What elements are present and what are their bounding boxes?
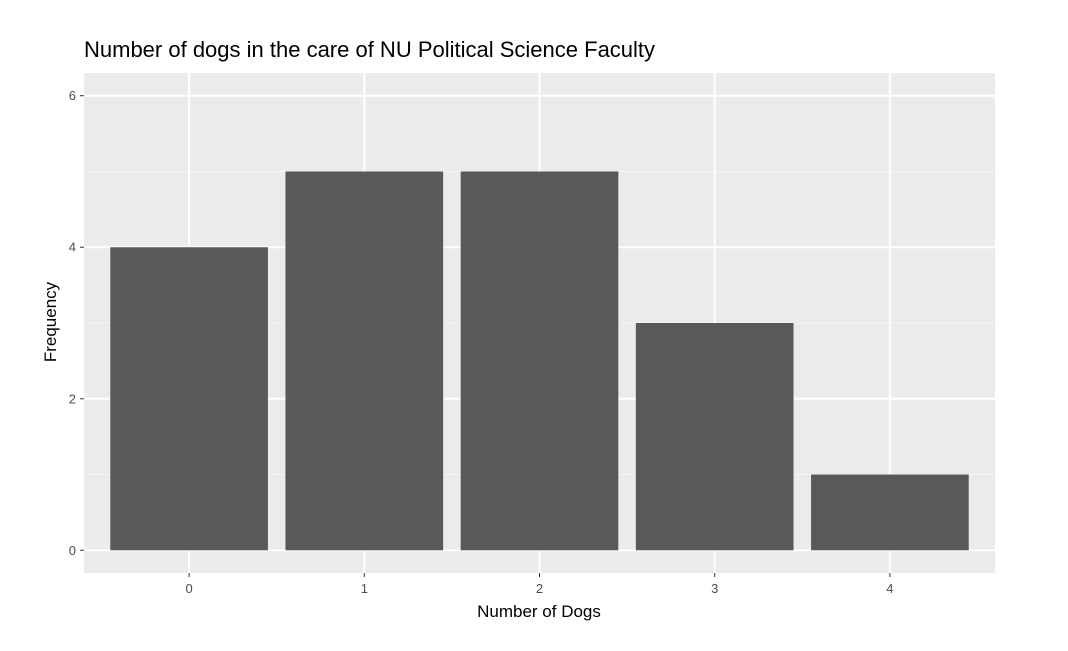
- chart-title: Number of dogs in the care of NU Politic…: [84, 37, 655, 62]
- bar-0: [110, 247, 268, 551]
- bars: [110, 171, 969, 551]
- x-tick-label: 4: [886, 581, 893, 596]
- x-axis-title: Number of Dogs: [477, 602, 601, 621]
- y-tick-label: 4: [69, 240, 76, 255]
- bar-1: [285, 171, 444, 551]
- x-tick-label: 0: [185, 581, 192, 596]
- y-tick-label: 6: [69, 88, 76, 103]
- x-tick-label: 2: [536, 581, 543, 596]
- bar-2: [460, 171, 619, 551]
- y-tick-label: 2: [69, 391, 76, 406]
- y-axis-title: Frequency: [41, 281, 60, 362]
- y-axis: 0 2 4 6: [69, 88, 84, 558]
- x-axis: 0 1 2 3 4: [185, 573, 894, 596]
- y-tick-label: 0: [69, 543, 76, 558]
- bar-3: [635, 323, 794, 551]
- x-tick-label: 1: [361, 581, 368, 596]
- bar-4: [811, 474, 969, 551]
- x-tick-label: 3: [711, 581, 718, 596]
